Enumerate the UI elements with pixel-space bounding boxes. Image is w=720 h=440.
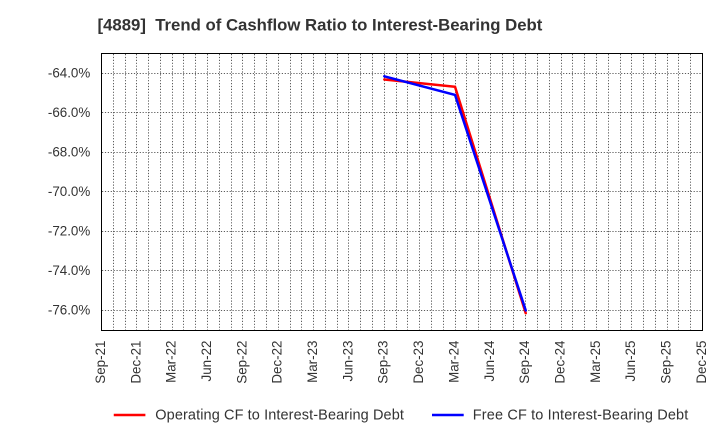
svg-text:Jun-24: Jun-24 xyxy=(482,340,497,381)
svg-text:-64.0%: -64.0% xyxy=(48,65,91,80)
svg-text:Sep-22: Sep-22 xyxy=(234,341,249,384)
svg-text:Dec-23: Dec-23 xyxy=(411,341,426,384)
svg-text:Sep-24: Sep-24 xyxy=(517,340,532,384)
svg-text:Mar-24: Mar-24 xyxy=(446,340,461,383)
svg-text:Jun-23: Jun-23 xyxy=(340,341,355,382)
svg-text:Dec-25: Dec-25 xyxy=(694,341,709,384)
svg-text:Jun-25: Jun-25 xyxy=(623,341,638,382)
svg-text:-66.0%: -66.0% xyxy=(48,105,91,120)
svg-text:Sep-21: Sep-21 xyxy=(93,341,108,384)
svg-text:Sep-23: Sep-23 xyxy=(376,341,391,384)
svg-text:Mar-23: Mar-23 xyxy=(305,341,320,383)
svg-text:Free CF to Interest-Bearing De: Free CF to Interest-Bearing Debt xyxy=(473,408,689,424)
svg-text:Dec-24: Dec-24 xyxy=(552,340,567,384)
svg-text:Sep-25: Sep-25 xyxy=(659,341,674,384)
svg-text:-72.0%: -72.0% xyxy=(48,224,91,239)
svg-text:[4889] Trend of Cashflow Rati: [4889] Trend of Cashflow Ratio to Intere… xyxy=(98,16,543,35)
svg-text:Dec-22: Dec-22 xyxy=(270,341,285,384)
svg-text:Operating CF to Interest-Beari: Operating CF to Interest-Bearing Debt xyxy=(155,408,404,424)
svg-text:Jun-22: Jun-22 xyxy=(199,341,214,382)
svg-text:-74.0%: -74.0% xyxy=(48,263,91,278)
svg-text:-70.0%: -70.0% xyxy=(48,184,91,199)
svg-text:Mar-22: Mar-22 xyxy=(164,341,179,383)
svg-text:-76.0%: -76.0% xyxy=(48,303,91,318)
svg-text:-68.0%: -68.0% xyxy=(48,145,91,160)
svg-text:Dec-21: Dec-21 xyxy=(128,341,143,384)
svg-text:Mar-25: Mar-25 xyxy=(588,341,603,383)
